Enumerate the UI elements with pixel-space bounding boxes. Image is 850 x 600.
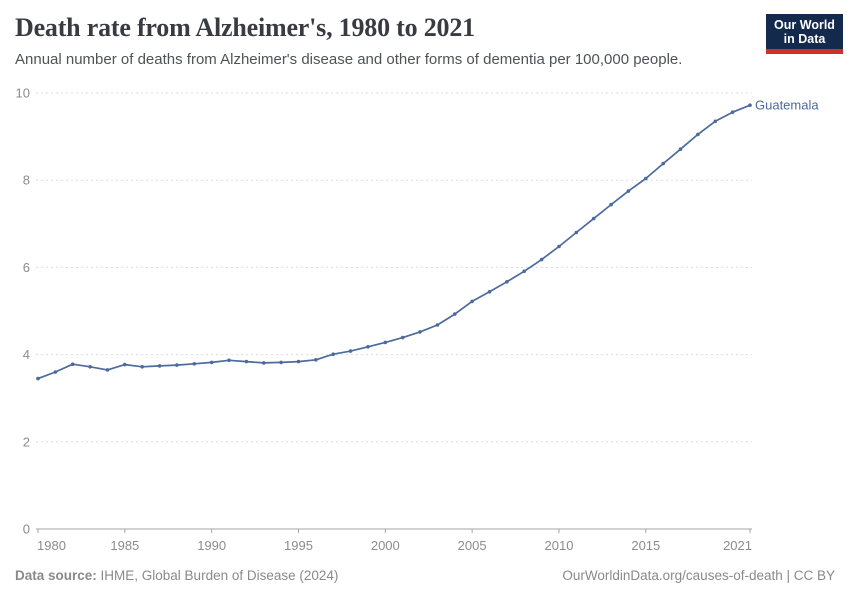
y-tick-label-2: 2 [23, 434, 30, 449]
data-point-1999 [366, 345, 370, 349]
x-tick-label-1985: 1985 [110, 538, 139, 553]
data-point-1985 [123, 362, 127, 367]
y-tick-label-6: 6 [23, 260, 30, 275]
data-point-2007 [505, 280, 509, 284]
chart-subtitle: Annual number of deaths from Alzheimer's… [15, 51, 683, 68]
data-point-1991 [227, 358, 231, 363]
data-point-1987 [157, 364, 162, 368]
owid-logo: Our World in Data [766, 14, 843, 54]
data-point-1990 [209, 360, 214, 365]
data-point-2014 [626, 189, 631, 193]
data-point-2002 [418, 330, 422, 334]
data-point-2005 [470, 299, 474, 304]
data-point-2018 [696, 132, 700, 137]
owid-logo-line1: Our World [774, 18, 835, 32]
credit-link[interactable]: OurWorldinData.org/causes-of-death | CC … [562, 568, 835, 583]
data-point-2001 [400, 335, 405, 340]
data-point-2008 [522, 269, 526, 274]
data-point-2000 [383, 340, 388, 345]
data-point-2003 [435, 323, 440, 327]
data-point-2010 [557, 244, 561, 249]
x-tick-label-2021: 2021 [723, 538, 752, 553]
chart-title: Death rate from Alzheimer's, 1980 to 202… [15, 13, 475, 42]
series-end-label[interactable]: Guatemala [755, 98, 819, 113]
owid-logo-line2: in Data [783, 32, 826, 46]
y-tick-label-0: 0 [23, 522, 30, 537]
x-tick-label-1995: 1995 [284, 538, 313, 553]
data-point-2006 [487, 290, 492, 294]
data-point-1994 [279, 360, 283, 365]
data-point-2019 [713, 119, 718, 124]
data-point-1983 [88, 365, 92, 369]
data-point-2020 [730, 110, 735, 114]
data-point-2004 [453, 312, 457, 316]
guatemala-line[interactable] [37, 104, 751, 380]
y-tick-label-4: 4 [23, 347, 30, 362]
data-point-1998 [348, 349, 353, 353]
data-point-2012 [591, 216, 596, 221]
data-point-2021 [748, 103, 752, 107]
data-point-2017 [678, 147, 683, 151]
data-point-1993 [262, 361, 266, 365]
x-tick-label-1980: 1980 [37, 538, 66, 553]
data-source-label: Data source: [15, 568, 97, 583]
data-point-2016 [661, 161, 665, 166]
x-tick-label-2015: 2015 [631, 538, 660, 553]
data-point-1981 [53, 370, 58, 374]
data-point-1986 [140, 365, 144, 369]
data-point-2009 [539, 257, 544, 262]
x-tick-label-2005: 2005 [458, 538, 487, 553]
data-point-1997 [331, 352, 336, 357]
data-point-1982 [70, 362, 75, 367]
y-tick-label-8: 8 [23, 173, 30, 188]
y-tick-label-10: 10 [16, 86, 30, 101]
data-source-note: Data source: IHME, Global Burden of Dise… [15, 568, 338, 583]
data-point-1989 [192, 362, 197, 366]
x-tick-label-2010: 2010 [545, 538, 574, 553]
data-point-1995 [296, 359, 301, 364]
data-point-2011 [574, 230, 579, 235]
data-point-2015 [644, 176, 648, 181]
x-tick-label-2000: 2000 [371, 538, 400, 553]
data-point-1996 [314, 358, 318, 362]
data-point-1984 [105, 368, 110, 372]
data-point-1980 [36, 376, 40, 381]
data-point-1988 [175, 363, 179, 367]
data-source-text: IHME, Global Burden of Disease (2024) [96, 568, 339, 583]
x-tick-label-1990: 1990 [197, 538, 226, 553]
data-point-1992 [244, 359, 249, 364]
data-point-2013 [609, 202, 613, 207]
